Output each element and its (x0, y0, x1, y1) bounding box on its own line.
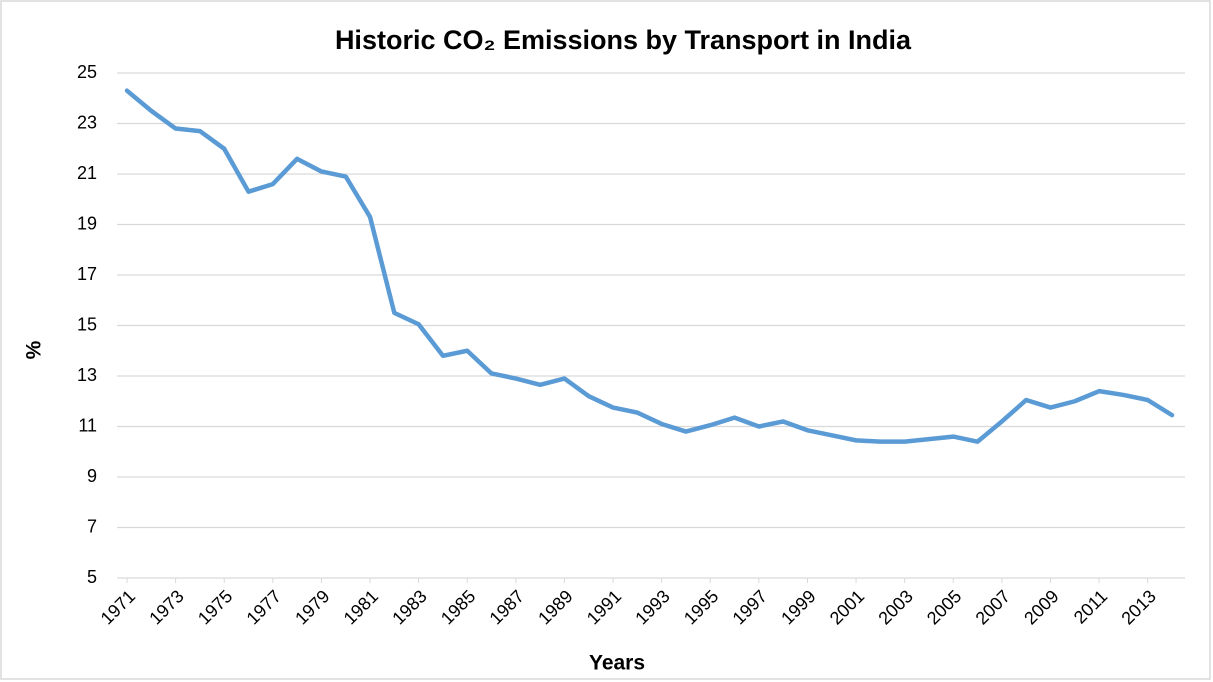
y-tick-label: 21 (77, 163, 97, 183)
chart-title: Historic CO₂ Emissions by Transport in I… (335, 25, 912, 55)
y-tick-label: 9 (87, 466, 97, 486)
x-axis-label: Years (589, 652, 645, 675)
y-tick-label: 15 (77, 314, 97, 334)
y-tick-label: 17 (77, 264, 97, 284)
y-tick-label: 5 (87, 567, 97, 587)
y-tick-label: 7 (87, 516, 97, 536)
y-tick-label: 25 (77, 62, 97, 82)
y-tick-label: 13 (77, 365, 97, 385)
y-tick-label: 23 (77, 112, 97, 132)
y-tick-label: 11 (78, 415, 97, 435)
y-axis-label: % (23, 340, 46, 359)
y-tick-label: 19 (77, 213, 97, 233)
line-series (124, 88, 1175, 444)
